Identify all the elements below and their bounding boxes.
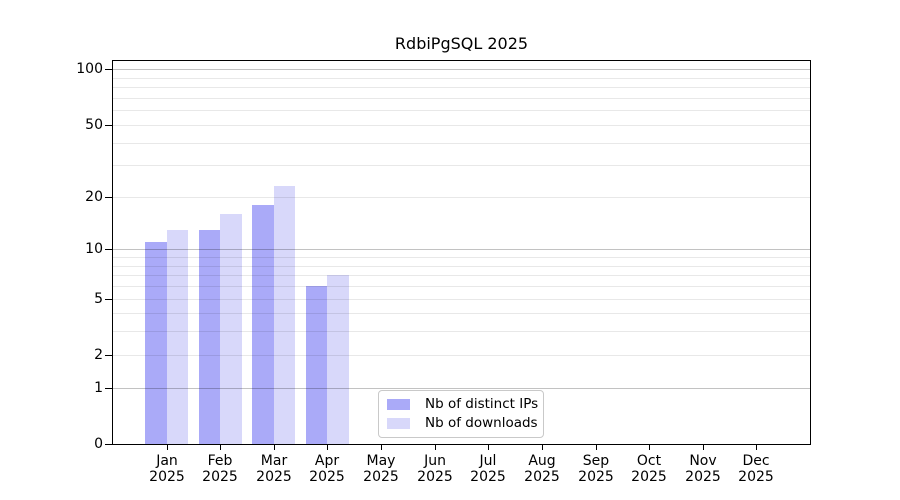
y-axis-tick [105, 69, 112, 70]
x-axis-tick-label: Dec 2025 [738, 453, 774, 485]
chart-title: RdbiPgSQL 2025 [394, 34, 529, 53]
x-axis-tick [167, 445, 168, 450]
y-axis-tick-label: 2 [94, 347, 103, 363]
gridline-minor [113, 197, 810, 198]
legend-label-distinct-ips: Nb of distinct IPs [425, 396, 539, 412]
y-axis-tick [105, 125, 112, 126]
x-axis-tick [596, 445, 597, 450]
x-axis-tick-label: Jan 2025 [149, 453, 185, 485]
x-axis-tick-label: Sep 2025 [578, 453, 614, 485]
x-axis-tick [435, 445, 436, 450]
bar-downloads [166, 229, 189, 444]
bar-distinct-ips [252, 205, 274, 444]
x-axis-tick-label: May 2025 [363, 453, 399, 485]
gridline-major [113, 249, 810, 250]
y-axis-tick [105, 355, 112, 356]
gridline-minor [113, 355, 810, 356]
gridline-minor [113, 299, 810, 300]
gridline-minor [113, 125, 810, 126]
gridline-minor [113, 331, 810, 332]
gridline-minor [113, 110, 810, 111]
gridline-minor [113, 165, 810, 166]
gridline-minor [113, 313, 810, 314]
y-axis-tick-label: 20 [85, 189, 103, 205]
y-axis-tick [105, 299, 112, 300]
bar-downloads [327, 275, 349, 444]
y-axis-tick [105, 249, 112, 250]
bar-distinct-ips [306, 286, 328, 444]
x-axis-tick-label: Jul 2025 [470, 453, 506, 485]
legend-swatch-downloads-icon [387, 418, 410, 429]
y-axis-tick [105, 197, 112, 198]
gridline-minor [113, 275, 810, 276]
y-axis-tick [105, 444, 112, 445]
legend-item-downloads: Nb of downloads [387, 415, 538, 431]
gridline-minor [113, 87, 810, 88]
x-axis-tick-label: Oct 2025 [631, 453, 667, 485]
x-axis-tick [756, 445, 757, 450]
gridline-major [113, 69, 810, 70]
x-axis-tick [220, 445, 221, 450]
y-axis-tick-label: 50 [85, 117, 103, 133]
x-axis-tick-label: Mar 2025 [256, 453, 292, 485]
bar-downloads [220, 214, 242, 444]
x-axis-tick-label: Aug 2025 [524, 453, 560, 485]
y-axis-tick-label: 1 [94, 380, 103, 396]
bar-distinct-ips [198, 229, 221, 444]
gridline-minor [113, 266, 810, 267]
gridline-minor [113, 143, 810, 144]
x-axis-tick [703, 445, 704, 450]
legend: Nb of distinct IPs Nb of downloads [378, 390, 544, 438]
plot-area [112, 60, 811, 445]
bar-distinct-ips [145, 242, 167, 444]
y-axis-tick-label: 100 [76, 61, 103, 77]
x-axis-tick-label: Jun 2025 [417, 453, 453, 485]
x-axis-tick [327, 445, 328, 450]
x-axis-tick [649, 445, 650, 450]
x-axis-tick-label: Feb 2025 [202, 453, 238, 485]
gridline-minor [113, 78, 810, 79]
legend-item-distinct-ips: Nb of distinct IPs [387, 396, 539, 412]
x-axis-tick [488, 445, 489, 450]
y-axis-tick-label: 0 [94, 436, 103, 452]
legend-label-downloads: Nb of downloads [425, 415, 538, 431]
y-axis-tick-label: 5 [94, 291, 103, 307]
x-axis-tick-label: Apr 2025 [309, 453, 345, 485]
x-axis-tick [274, 445, 275, 450]
gridline-minor [113, 98, 810, 99]
gridline-minor [113, 286, 810, 287]
y-axis-tick-label: 10 [85, 241, 103, 257]
x-axis-tick-label: Nov 2025 [685, 453, 721, 485]
y-axis-tick [105, 388, 112, 389]
gridline-minor [113, 257, 810, 258]
gridline-major [113, 388, 810, 389]
x-axis-tick [381, 445, 382, 450]
legend-swatch-distinct-ips-icon [387, 399, 410, 410]
x-axis-tick [542, 445, 543, 450]
bar-downloads [273, 186, 296, 444]
